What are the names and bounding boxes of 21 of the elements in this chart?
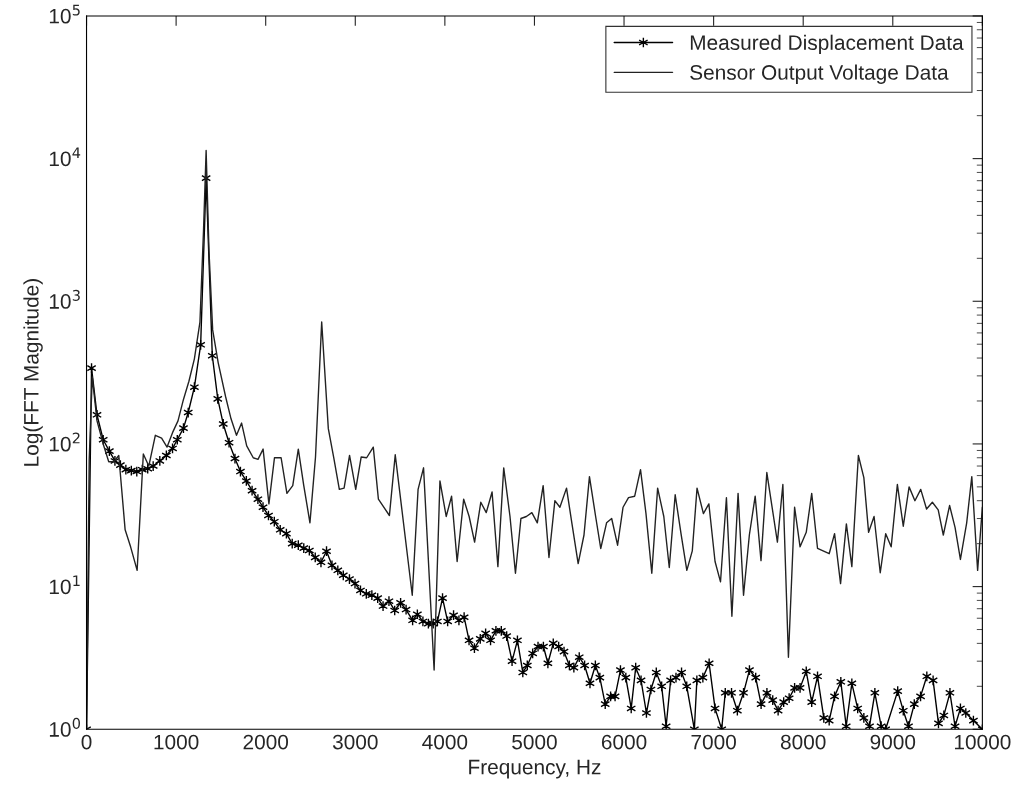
- y-tick-label: 10$^{4}$: [49, 147, 81, 167]
- x-tick-label: 0: [81, 734, 92, 750]
- x-tick-label: 9000: [870, 734, 916, 750]
- y-tick-label: 10$^{2}$: [49, 432, 80, 452]
- x-tick-label: 6000: [601, 734, 647, 750]
- x-tick-label: 3000: [332, 734, 378, 750]
- y-tick-label: 10$^{5}$: [49, 4, 80, 24]
- x-tick-label: 8000: [780, 734, 826, 750]
- y-tick-label: 10$^{3}$: [49, 289, 80, 309]
- x-tick-label: 10000: [955, 734, 1011, 750]
- y-axis-title: Log(FFT Magnitude): [23, 279, 43, 466]
- legend-label: Measured Displacement Data: [690, 34, 964, 55]
- y-tick-label: 10$^{0}$: [49, 717, 81, 737]
- x-tick-label: 4000: [422, 734, 468, 750]
- y-tick-label: 10$^{1}$: [49, 575, 80, 595]
- x-tick-label: 5000: [512, 734, 557, 750]
- x-tick-label: 7000: [691, 734, 736, 750]
- x-tick-label: 1000: [154, 734, 199, 750]
- legend-label: Sensor Output Voltage Data: [690, 64, 949, 84]
- x-tick-label: 2000: [243, 734, 289, 750]
- x-axis-title: Frequency, Hz: [469, 759, 601, 779]
